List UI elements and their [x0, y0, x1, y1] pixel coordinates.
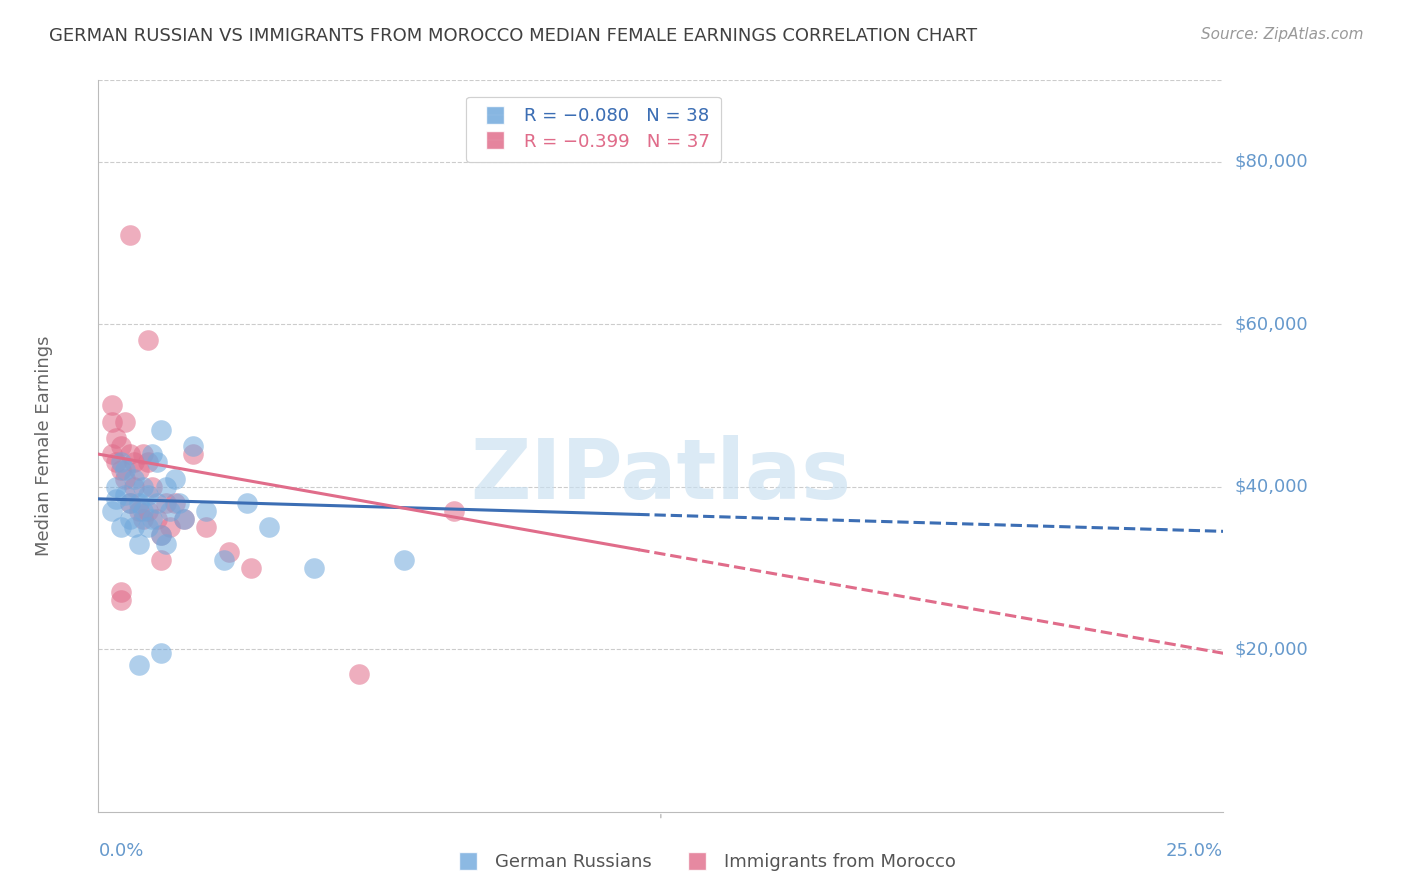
Text: $80,000: $80,000: [1234, 153, 1308, 170]
Point: [163, 471, 186, 485]
Text: $60,000: $60,000: [1234, 315, 1308, 333]
Point: [181, 439, 204, 453]
Point: [195, 504, 218, 518]
Point: [141, 480, 163, 494]
Point: [132, 512, 155, 526]
Legend: German Russians, Immigrants from Morocco: German Russians, Immigrants from Morocco: [443, 847, 963, 879]
Point: [124, 520, 146, 534]
Point: [101, 398, 124, 412]
Text: Median Female Earnings: Median Female Earnings: [35, 335, 53, 557]
Point: [105, 431, 128, 445]
Point: [118, 512, 141, 526]
Point: [105, 455, 128, 469]
Point: [110, 455, 132, 469]
Point: [155, 480, 177, 494]
Point: [159, 520, 181, 534]
Point: [114, 463, 136, 477]
Point: [150, 423, 173, 437]
Point: [114, 488, 136, 502]
Text: ZIPatlas: ZIPatlas: [471, 434, 851, 516]
Point: [146, 455, 169, 469]
Point: [173, 512, 195, 526]
Point: [240, 561, 263, 575]
Point: [110, 439, 132, 453]
Point: [101, 504, 124, 518]
Point: [443, 504, 465, 518]
Point: [163, 496, 186, 510]
Point: [259, 520, 281, 534]
Point: [141, 447, 163, 461]
Point: [155, 536, 177, 550]
Point: [394, 553, 416, 567]
Point: [110, 593, 132, 607]
Point: [105, 491, 128, 506]
Point: [155, 496, 177, 510]
Point: [124, 480, 146, 494]
Point: [124, 455, 146, 469]
Text: 25.0%: 25.0%: [1166, 842, 1223, 860]
Point: [236, 496, 259, 510]
Point: [141, 512, 163, 526]
Point: [105, 480, 128, 494]
Text: 0.0%: 0.0%: [98, 842, 143, 860]
Point: [110, 463, 132, 477]
Point: [132, 504, 155, 518]
Point: [132, 447, 155, 461]
Point: [136, 488, 159, 502]
Point: [173, 512, 195, 526]
Point: [146, 496, 169, 510]
Point: [128, 504, 150, 518]
Point: [128, 536, 150, 550]
Text: Source: ZipAtlas.com: Source: ZipAtlas.com: [1201, 27, 1364, 42]
Point: [114, 415, 136, 429]
Point: [132, 480, 155, 494]
Point: [118, 496, 141, 510]
Point: [349, 666, 371, 681]
Point: [118, 227, 141, 242]
Point: [101, 415, 124, 429]
Point: [114, 471, 136, 485]
Point: [128, 496, 150, 510]
Text: $20,000: $20,000: [1234, 640, 1308, 658]
Point: [136, 520, 159, 534]
Legend: R = −0.080   N = 38, R = −0.399   N = 37: R = −0.080 N = 38, R = −0.399 N = 37: [465, 96, 721, 161]
Point: [169, 496, 191, 510]
Point: [159, 504, 181, 518]
Point: [150, 646, 173, 660]
Point: [118, 447, 141, 461]
Point: [150, 528, 173, 542]
Point: [136, 504, 159, 518]
Point: [218, 544, 240, 558]
Point: [136, 334, 159, 348]
Point: [304, 561, 326, 575]
Point: [146, 512, 169, 526]
Text: $40,000: $40,000: [1234, 477, 1308, 496]
Point: [118, 496, 141, 510]
Point: [195, 520, 218, 534]
Point: [128, 658, 150, 673]
Point: [150, 528, 173, 542]
Point: [136, 455, 159, 469]
Point: [150, 553, 173, 567]
Point: [128, 463, 150, 477]
Point: [181, 447, 204, 461]
Point: [124, 471, 146, 485]
Point: [101, 447, 124, 461]
Text: GERMAN RUSSIAN VS IMMIGRANTS FROM MOROCCO MEDIAN FEMALE EARNINGS CORRELATION CHA: GERMAN RUSSIAN VS IMMIGRANTS FROM MOROCC…: [49, 27, 977, 45]
Point: [110, 520, 132, 534]
Point: [110, 585, 132, 599]
Point: [214, 553, 236, 567]
